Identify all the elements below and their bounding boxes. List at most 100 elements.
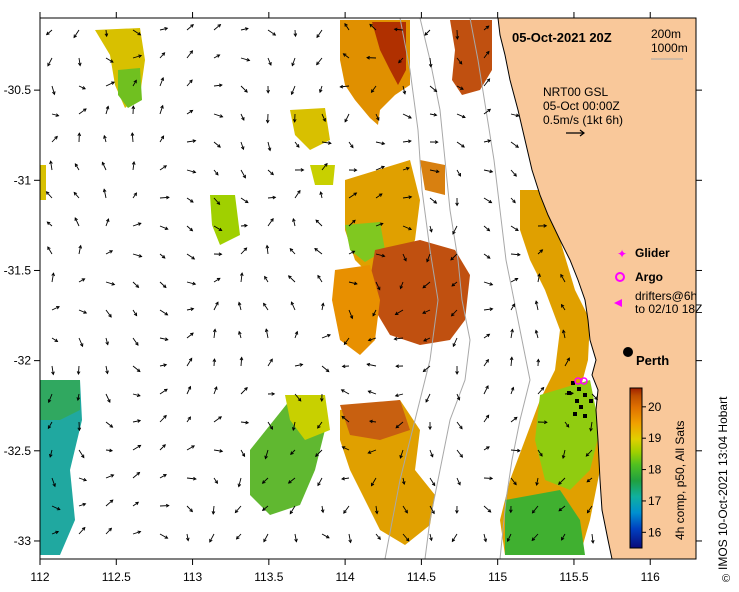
current-vector-head [487, 139, 492, 143]
current-vector-head [401, 481, 406, 485]
current-vector-head [316, 61, 320, 66]
x-axis: 112 112.5 113 113.5 114 114.5 115 115.5 116 [30, 12, 660, 584]
current-vector-head [565, 423, 570, 428]
current-vector [368, 449, 377, 454]
current-vector-head [190, 332, 194, 337]
current-vector [186, 24, 194, 31]
current-vector [456, 449, 463, 458]
current-vector [105, 309, 112, 318]
current-vector [558, 477, 566, 485]
current-vector-head [367, 450, 372, 454]
y-tick-label: -30.5 [4, 83, 32, 97]
current-vector-head [374, 510, 379, 515]
colorbar-tick-label: 20 [648, 400, 662, 414]
current-vector [394, 337, 404, 340]
current-vector-head [264, 328, 269, 333]
current-vector [422, 281, 431, 289]
current-vector [289, 248, 296, 255]
sst-patch-far-north [450, 20, 492, 95]
current-vector [423, 365, 431, 372]
current-vector [561, 533, 566, 541]
current-vector-head [534, 300, 539, 305]
current-vector-head [271, 392, 276, 396]
current-vector [235, 505, 242, 513]
current-vector-head [540, 386, 545, 391]
current-vector [105, 281, 115, 285]
current-vector-head [317, 482, 321, 487]
current-vector [429, 505, 435, 514]
current-vector [51, 505, 61, 511]
current-vector-head [49, 160, 53, 165]
current-vector-head [109, 499, 114, 504]
glider-icon: ✦ [617, 247, 627, 261]
current-vector [348, 309, 353, 319]
current-vector-head [368, 419, 373, 424]
current-vector [78, 503, 86, 507]
current-vector-head [264, 455, 268, 460]
current-vector-head [266, 89, 270, 94]
current-vector-head [424, 32, 428, 36]
current-vector [292, 421, 296, 431]
current-vector-head [348, 539, 352, 544]
current-vector-head [234, 509, 239, 514]
current-vector [429, 449, 434, 457]
current-vector [213, 24, 221, 31]
current-vector [159, 196, 169, 199]
current-vector-head [297, 189, 301, 194]
current-vector [262, 505, 269, 511]
current-vector [316, 57, 323, 65]
current-vector [240, 141, 244, 150]
current-vector [294, 141, 300, 148]
current-vector-head [405, 537, 410, 542]
current-vector [375, 281, 381, 290]
current-vector [483, 169, 493, 173]
current-vector [159, 165, 167, 171]
current-vector [47, 246, 53, 255]
drifter-point [573, 412, 577, 416]
current-vector [402, 225, 412, 230]
current-vector-head [431, 482, 436, 487]
current-vector [105, 449, 113, 452]
current-vector [321, 163, 328, 171]
current-vector-head [165, 503, 170, 508]
current-vector [321, 533, 330, 539]
drifter-point [575, 399, 579, 403]
current-vector-head [558, 481, 562, 486]
current-vector-head [536, 358, 541, 363]
current-vector-head [367, 390, 372, 394]
current-vector [510, 225, 519, 231]
colorbar [629, 387, 643, 549]
current-vector [562, 449, 566, 459]
current-vector [321, 334, 331, 339]
current-vector-head [56, 306, 60, 310]
current-vector [537, 273, 541, 283]
current-vector-head [514, 277, 519, 282]
current-vector-head [539, 452, 543, 457]
current-vector-head [291, 427, 296, 432]
current-vector-head [561, 329, 566, 334]
current-vector [394, 28, 404, 31]
current-vector-head [531, 537, 536, 542]
current-vector-head [78, 244, 83, 249]
current-vector-head [289, 510, 294, 515]
drifter-point [579, 405, 583, 409]
current-vector [78, 278, 85, 283]
sst-patch-north-middle [290, 108, 330, 150]
current-vector [186, 358, 193, 367]
current-vector [291, 57, 296, 66]
current-vector [240, 85, 248, 93]
current-vector-head [402, 90, 407, 95]
current-vector [159, 364, 167, 367]
current-vector-head [294, 538, 298, 543]
current-vector-head [366, 362, 371, 367]
current-vector-head [369, 23, 373, 28]
current-vector-head [394, 311, 399, 315]
current-vector [375, 223, 383, 227]
current-vector-head [320, 398, 324, 402]
current-vector [429, 85, 437, 92]
current-vector-head [367, 337, 372, 342]
current-vector-head [136, 368, 141, 373]
current-vector [240, 421, 249, 424]
current-vector-head [560, 303, 565, 308]
